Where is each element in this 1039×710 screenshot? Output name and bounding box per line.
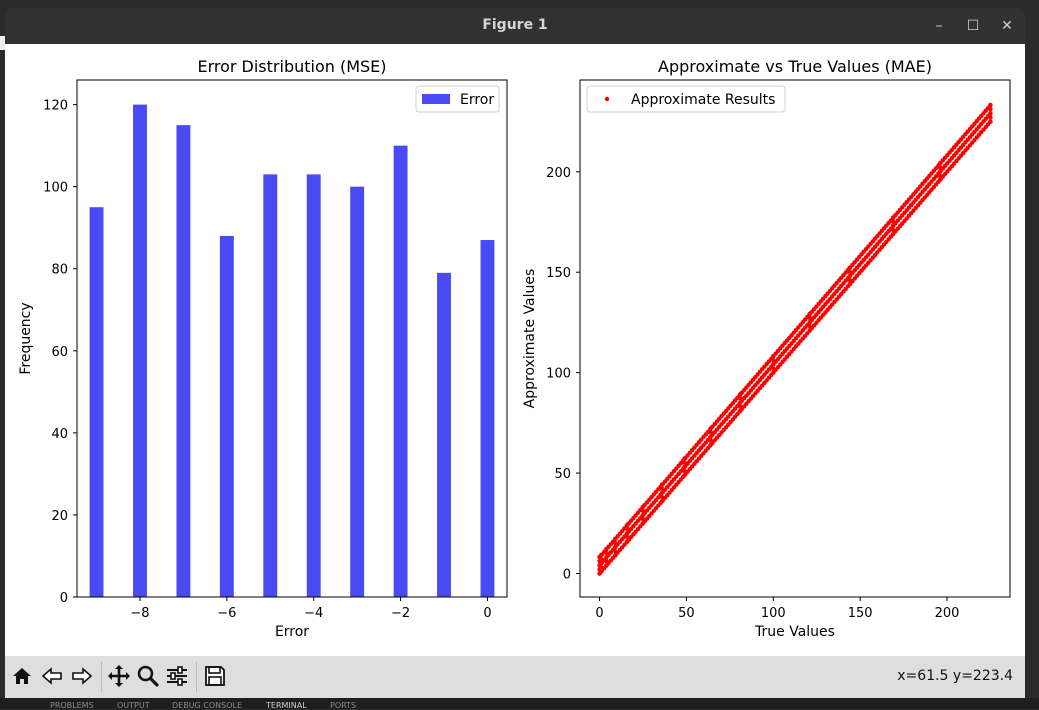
background-window-edge: [0, 36, 5, 50]
y-tick-label: 40: [51, 427, 68, 442]
axes-frame: [579, 79, 1011, 598]
configure-subplots-icon: [167, 666, 187, 686]
legend-box: [415, 85, 500, 113]
x-tick-label: −2: [391, 606, 410, 621]
y-tick-label: 100: [43, 181, 68, 196]
bar: [393, 145, 408, 597]
x-tick-label: 200: [935, 606, 960, 621]
forward-button[interactable]: [69, 662, 95, 690]
x-tick-label: 0: [483, 606, 491, 621]
back-button[interactable]: [39, 662, 65, 690]
chart-title: Approximate vs True Values (MAE): [658, 57, 932, 76]
y-tick-label: 200: [546, 166, 571, 181]
navigation-toolbar: x=61.5 y=223.4: [5, 656, 1025, 698]
legend-swatch: [422, 94, 450, 104]
legend-label: Approximate Results: [631, 92, 775, 108]
y-tick-label: 50: [554, 467, 571, 482]
bar: [263, 174, 278, 597]
pan-move-icon: [108, 665, 130, 687]
home-button[interactable]: [9, 662, 35, 690]
bar: [306, 174, 321, 597]
toolbar-separator: [101, 662, 102, 692]
save-figure-icon: [205, 666, 225, 686]
subplots-button[interactable]: [164, 662, 190, 690]
y-tick-label: 100: [546, 367, 571, 382]
minimize-button[interactable]: –: [935, 18, 943, 34]
charts-svg: −8 −6 −4 −2 0 0 20 40 60 80 100 120 Error Distributi…: [18, 57, 1011, 640]
pan-button[interactable]: [106, 662, 132, 690]
bar: [219, 235, 234, 597]
scatter-point: [988, 103, 993, 108]
x-tick-label: −4: [304, 606, 323, 621]
window-titlebar: Figure 1 – ☐ ✕: [5, 8, 1025, 44]
bar: [350, 186, 365, 597]
bar: [480, 240, 495, 597]
y-tick-label: 60: [51, 345, 68, 360]
zoom-button[interactable]: [135, 662, 161, 690]
scatter-point: [988, 111, 993, 116]
legend-label: Error: [460, 92, 494, 108]
bar: [133, 104, 147, 597]
tab-problems[interactable]: PROBLEMS: [50, 701, 94, 710]
y-tick-label: 20: [51, 509, 68, 524]
bottom-panel-tabs: PROBLEMS OUTPUT DEBUG CONSOLE TERMINAL P…: [0, 698, 1039, 710]
figure-canvas[interactable]: −8 −6 −4 −2 0 0 20 40 60 80 100 120 Error Distributi…: [5, 44, 1025, 656]
maximize-button[interactable]: ☐: [966, 18, 980, 34]
chart-title: Error Distribution (MSE): [197, 57, 386, 76]
forward-arrow-icon: [72, 667, 93, 685]
window-title: Figure 1: [482, 17, 548, 33]
bar: [176, 125, 191, 597]
toolbar-separator: [196, 662, 197, 692]
scatter-point: [988, 119, 993, 124]
bar: [437, 272, 451, 597]
x-tick-label: −6: [217, 606, 236, 621]
x-tick-label: 150: [848, 606, 873, 621]
x-tick-label: −8: [130, 606, 149, 621]
y-tick-label: 0: [563, 568, 571, 583]
x-axis-label: Error: [275, 624, 309, 640]
close-button[interactable]: ✕: [1001, 18, 1013, 34]
cursor-coordinates: x=61.5 y=223.4: [897, 668, 1013, 684]
back-arrow-icon: [41, 667, 62, 685]
y-tick-label: 150: [546, 266, 571, 281]
y-tick-label: 120: [43, 99, 68, 114]
zoom-magnifier-icon: [137, 665, 159, 687]
x-tick-label: 100: [761, 606, 786, 621]
x-axis-label: True Values: [754, 624, 835, 640]
tab-debug-console[interactable]: DEBUG CONSOLE: [172, 701, 243, 710]
tab-terminal[interactable]: TERMINAL: [266, 701, 307, 710]
save-button[interactable]: [202, 662, 228, 690]
y-tick-label: 80: [51, 263, 68, 278]
x-tick-label: 0: [595, 606, 603, 621]
legend-box: [586, 85, 786, 113]
tab-ports[interactable]: PORTS: [330, 701, 357, 710]
legend-marker: [604, 96, 610, 102]
y-axis-label: Approximate Values: [522, 269, 538, 409]
axes-frame: [76, 79, 508, 598]
home-icon: [13, 668, 31, 684]
tab-output[interactable]: OUTPUT: [117, 701, 150, 710]
x-tick-label: 50: [678, 606, 695, 621]
y-tick-label: 0: [60, 591, 68, 606]
y-axis-label: Frequency: [18, 302, 34, 374]
bar: [89, 207, 104, 597]
